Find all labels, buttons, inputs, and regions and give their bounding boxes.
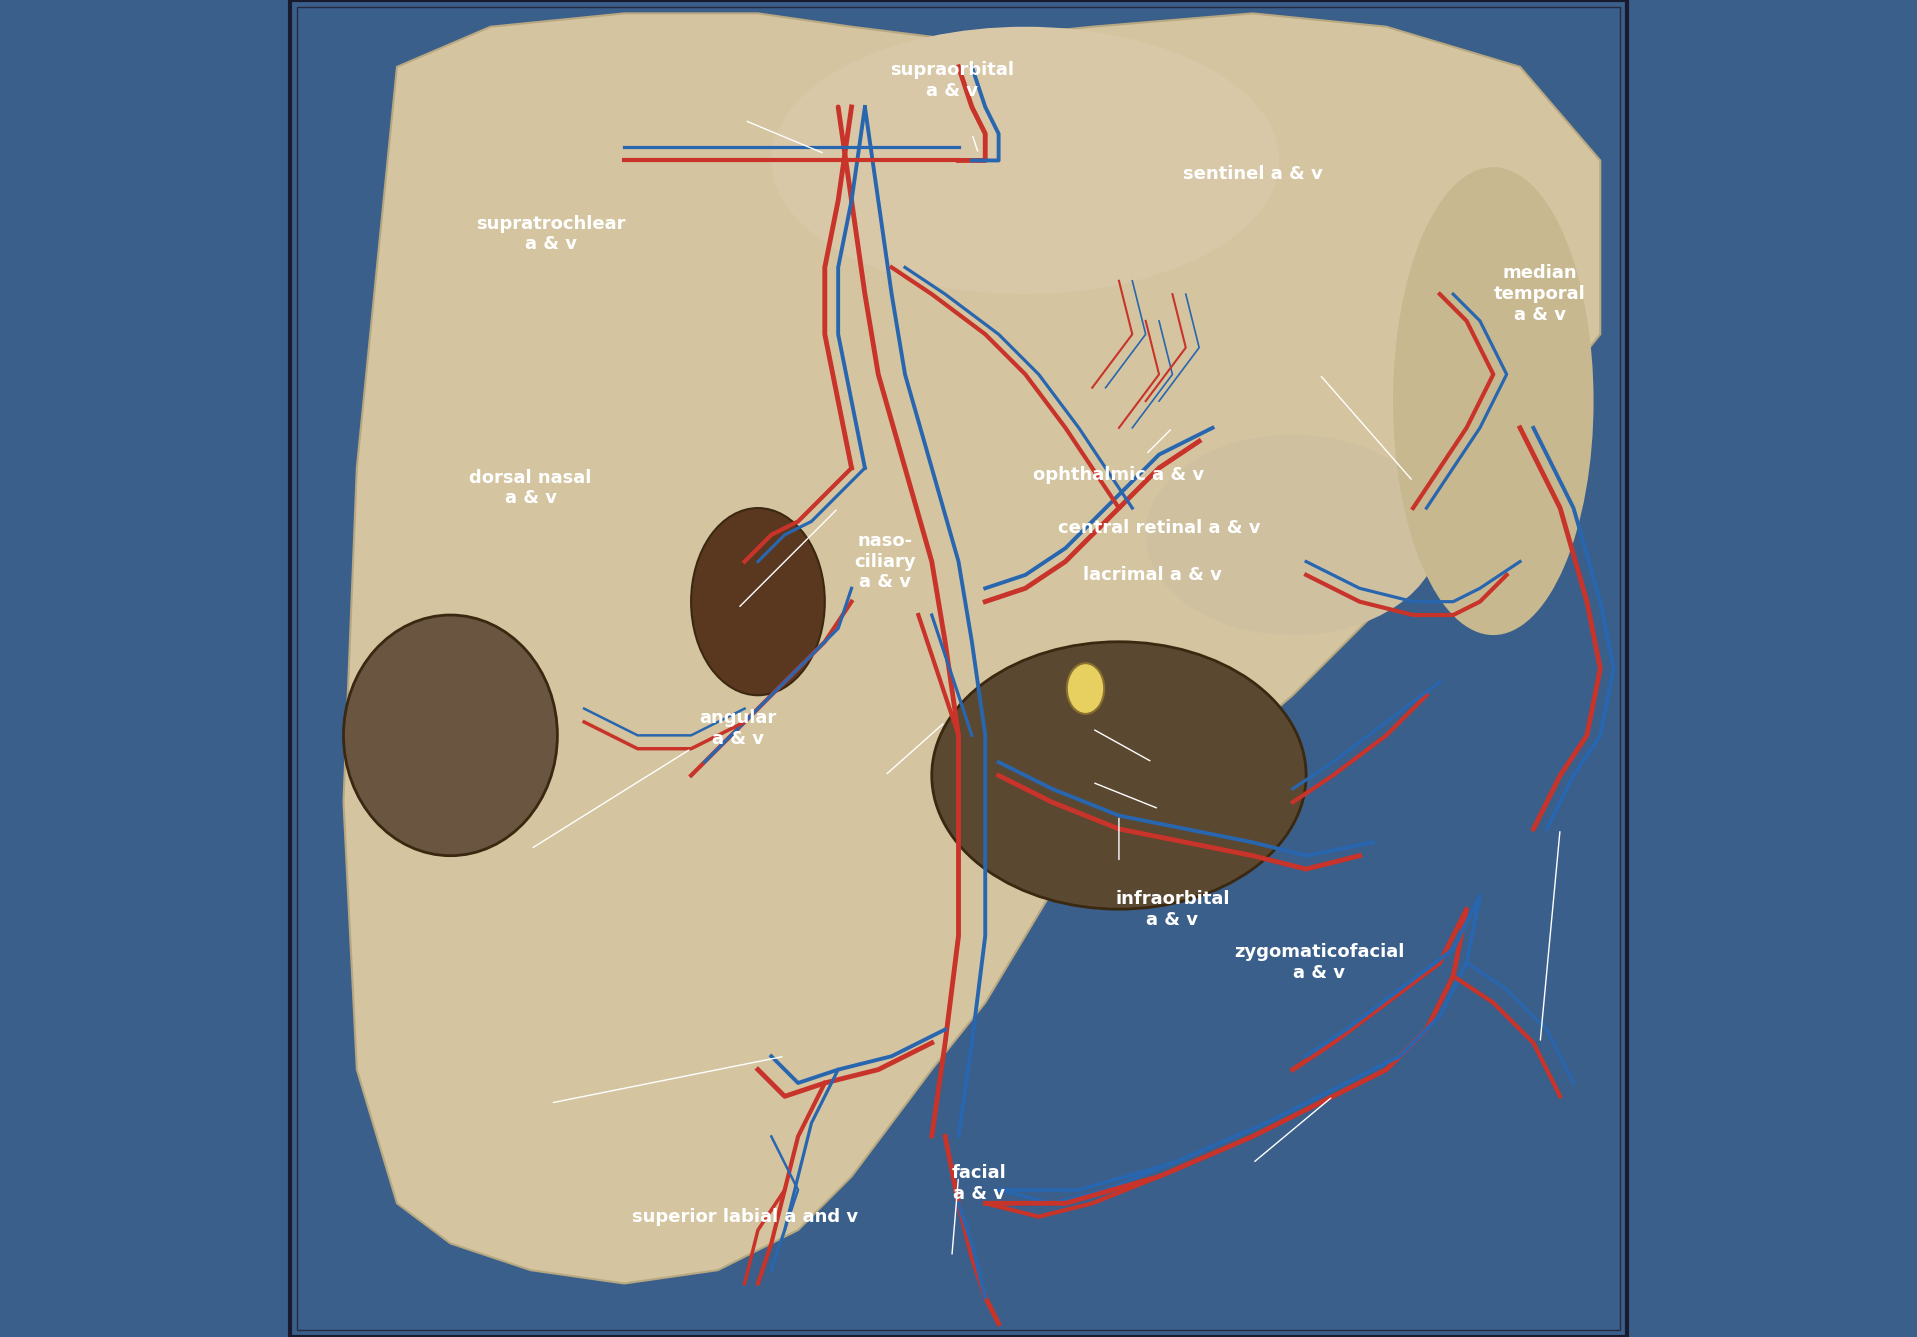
Ellipse shape [771,27,1279,294]
Ellipse shape [692,508,824,695]
Text: naso-
ciliary
a & v: naso- ciliary a & v [855,532,916,591]
Ellipse shape [1146,435,1440,635]
Text: facial
a & v: facial a & v [951,1163,1006,1203]
Text: supratrochlear
a & v: supratrochlear a & v [475,214,625,254]
Text: supraorbital
a & v: supraorbital a & v [889,60,1014,100]
Ellipse shape [932,642,1305,909]
Text: lacrimal a & v: lacrimal a & v [1083,566,1221,584]
Ellipse shape [343,615,558,856]
Text: ophthalmic a & v: ophthalmic a & v [1033,465,1204,484]
Text: angular
a & v: angular a & v [700,709,776,749]
Ellipse shape [1066,663,1104,714]
Ellipse shape [1394,167,1593,635]
Text: superior labial a and v: superior labial a and v [631,1207,857,1226]
Text: sentinel a & v: sentinel a & v [1183,164,1323,183]
Text: dorsal nasal
a & v: dorsal nasal a & v [470,468,592,508]
Polygon shape [343,13,1601,1284]
Text: infraorbital
a & v: infraorbital a & v [1116,889,1229,929]
Text: zygomaticofacial
a & v: zygomaticofacial a & v [1235,943,1405,983]
Text: median
temporal
a & v: median temporal a & v [1493,265,1585,324]
Text: central retinal a & v: central retinal a & v [1058,519,1259,537]
